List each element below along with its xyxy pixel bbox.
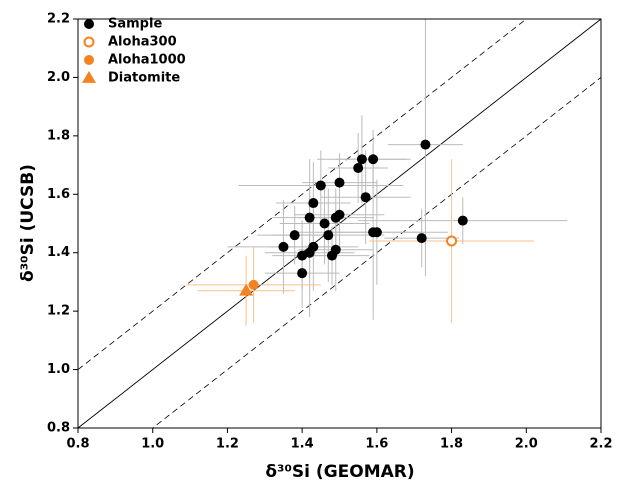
legend-label: Diatomite	[108, 71, 180, 86]
x-tick-label: 1.6	[365, 437, 388, 452]
legend-marker	[83, 36, 95, 48]
point	[239, 283, 254, 296]
point	[297, 250, 308, 261]
y-tick-label: 1.6	[47, 187, 70, 202]
plot-frame	[77, 18, 602, 429]
point	[315, 180, 326, 191]
legend-label: Aloha300	[108, 35, 177, 50]
y-tick-label: 1.8	[47, 128, 70, 143]
point	[416, 233, 427, 244]
point	[289, 230, 300, 241]
x-tick-label: 2.0	[515, 437, 538, 452]
y-tick-label: 2.0	[47, 70, 70, 85]
point	[278, 241, 289, 252]
point	[297, 268, 308, 279]
reference-line	[152, 77, 601, 428]
legend-marker	[82, 71, 96, 83]
y-tick-label: 1.0	[47, 362, 70, 377]
x-tick-label: 1.8	[440, 437, 463, 452]
y-axis-title: δ³⁰Si (UCSB)	[18, 164, 38, 282]
point	[323, 230, 334, 241]
y-tick-label: 1.4	[47, 245, 70, 260]
y-tick-label: 2.2	[47, 12, 70, 27]
x-tick-label: 1.4	[291, 437, 314, 452]
x-tick-label: 1.2	[216, 437, 239, 452]
x-tick-label: 1.0	[141, 437, 164, 452]
legend-marker	[84, 55, 94, 65]
point	[420, 139, 431, 150]
legend-marker	[84, 19, 94, 29]
point	[319, 218, 330, 229]
x-tick-label: 0.8	[66, 437, 89, 452]
point	[356, 154, 367, 165]
legend-item: Diatomite	[82, 71, 180, 86]
legend-label: Aloha1000	[108, 53, 186, 68]
point	[334, 177, 345, 188]
x-tick-label: 2.2	[589, 437, 612, 452]
point	[360, 192, 371, 203]
point	[308, 198, 319, 209]
legend-label: Sample	[108, 17, 162, 32]
point	[330, 212, 341, 223]
point	[371, 227, 382, 238]
y-tick-label: 1.2	[47, 304, 70, 319]
point	[248, 279, 259, 290]
point	[304, 212, 315, 223]
x-axis-title: δ³⁰Si (GEOMAR)	[265, 462, 414, 482]
legend-item: Sample	[84, 17, 162, 32]
point	[457, 215, 468, 226]
point	[327, 250, 338, 261]
legend-item: Aloha1000	[84, 53, 186, 68]
plot-area	[78, 19, 601, 428]
point	[446, 235, 458, 247]
point	[368, 154, 379, 165]
y-tick-label: 0.8	[47, 421, 70, 436]
point	[353, 162, 364, 173]
legend-item: Aloha300	[83, 35, 177, 50]
